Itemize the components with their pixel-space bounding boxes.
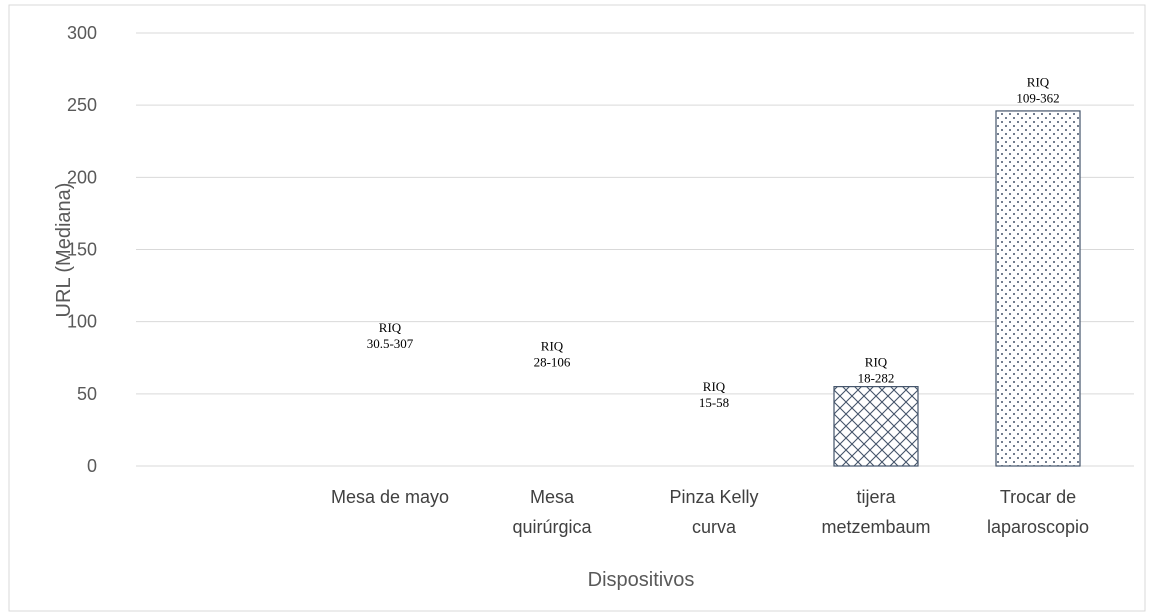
data-labels: RIQ 30.5-307 RIQ 28-106 RIQ 15-58 RIQ 18-282 RIQ… bbox=[367, 74, 1060, 410]
y-tick-label: 50 bbox=[77, 384, 97, 404]
y-tick-label: 200 bbox=[67, 167, 97, 187]
y-tick-label: 250 bbox=[67, 95, 97, 115]
x-category-label: Mesa quirúrgica bbox=[512, 487, 592, 537]
x-category-label: Pinza Kelly curva bbox=[669, 487, 758, 537]
x-category-label: tijera metzembaum bbox=[821, 487, 930, 537]
y-axis-ticks: 0 50 100 150 200 250 300 bbox=[67, 23, 97, 476]
bars bbox=[833, 110, 1081, 467]
y-axis-title: URL (Mediana) bbox=[53, 183, 75, 318]
y-tick-label: 0 bbox=[87, 456, 97, 476]
x-category-label: Mesa de mayo bbox=[331, 487, 449, 507]
chart-border bbox=[8, 4, 1146, 612]
data-label: RIQ 28-106 bbox=[534, 339, 571, 370]
x-category-label: Trocar de laparoscopio bbox=[987, 487, 1089, 537]
data-label: RIQ 30.5-307 bbox=[367, 320, 414, 351]
data-label: RIQ 109-362 bbox=[1016, 74, 1059, 105]
y-tick-label: 150 bbox=[67, 240, 97, 260]
data-label: RIQ 18-282 bbox=[858, 354, 895, 385]
y-tick-label: 300 bbox=[67, 23, 97, 43]
data-label: RIQ 15-58 bbox=[699, 379, 729, 410]
bar bbox=[833, 386, 919, 467]
x-axis-categories: Mesa de mayo Mesa quirúrgica Pinza Kelly cur… bbox=[331, 487, 1089, 537]
x-axis-title: Dispositivos bbox=[588, 569, 695, 591]
gridlines bbox=[136, 32, 1134, 467]
bar bbox=[995, 110, 1081, 467]
y-tick-label: 100 bbox=[67, 312, 97, 332]
